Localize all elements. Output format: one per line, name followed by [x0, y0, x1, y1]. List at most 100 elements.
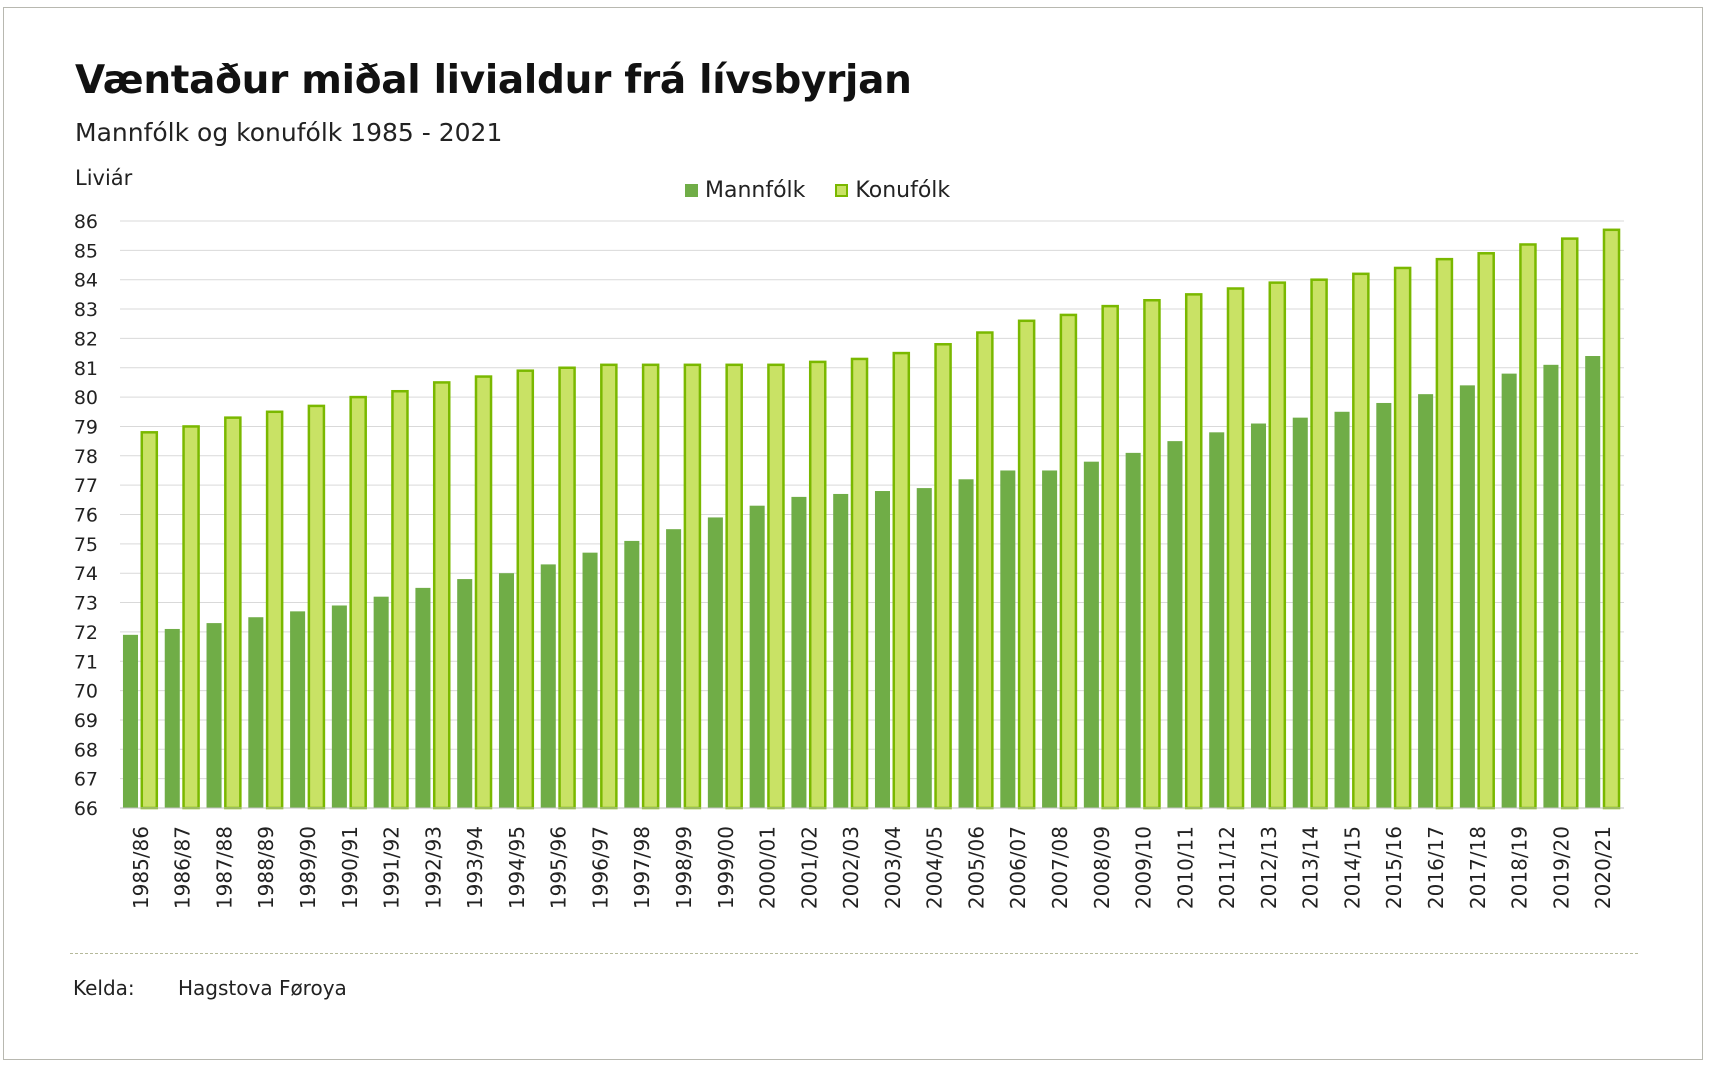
bar-women — [516, 369, 535, 810]
bar-women — [641, 363, 660, 810]
bar-men — [1083, 461, 1099, 808]
y-tick-label: 77 — [74, 475, 98, 497]
x-tick-label: 1989/90 — [296, 826, 320, 909]
x-tick-label: 2013/14 — [1299, 826, 1323, 909]
bar-men — [1585, 356, 1601, 808]
bar-women — [140, 431, 159, 810]
bar-women — [307, 404, 326, 810]
x-tick-label: 1988/89 — [254, 826, 278, 909]
bar-women — [349, 395, 367, 810]
x-tick-label: 1987/88 — [212, 826, 236, 909]
y-tick-label: 71 — [74, 651, 98, 673]
x-tick-label: 2004/05 — [923, 826, 947, 909]
bar-men — [1418, 394, 1434, 808]
x-tick-label: 2019/20 — [1549, 826, 1573, 909]
y-tick-label: 85 — [74, 240, 98, 262]
y-tick-label: 83 — [74, 299, 98, 321]
bar-women — [1393, 266, 1412, 810]
bar-women — [850, 357, 869, 810]
legend-swatch-women — [835, 184, 849, 197]
bar-women — [725, 363, 743, 810]
bar-men — [874, 491, 891, 808]
chart-subtitle: Mannfólk og konufólk 1985 - 2021 — [75, 118, 503, 147]
bar-women — [1268, 281, 1287, 810]
legend-item-women: Konufólk — [835, 178, 950, 203]
bar-men — [666, 529, 682, 808]
x-tick-label: 1986/87 — [171, 826, 195, 909]
y-axis-label: Liviár — [75, 166, 133, 190]
bar-women — [1143, 298, 1161, 810]
bar-men — [248, 617, 264, 808]
bar-women — [1184, 293, 1203, 810]
bar-men — [1292, 417, 1308, 808]
bar-men — [749, 505, 765, 808]
y-tick-label: 73 — [74, 593, 98, 615]
y-tick-label: 74 — [74, 563, 98, 585]
legend-item-men: Mannfólk — [685, 178, 805, 203]
x-tick-label: 2014/15 — [1340, 826, 1364, 909]
bar-men — [498, 573, 515, 808]
bar-men — [1543, 364, 1559, 808]
x-tick-label: 1993/94 — [463, 826, 487, 909]
x-tick-label: 2001/02 — [797, 826, 821, 909]
bar-women — [1519, 243, 1537, 810]
legend-label-women: Konufólk — [855, 178, 951, 203]
x-tick-label: 2018/19 — [1508, 826, 1532, 909]
bar-women — [600, 363, 618, 810]
x-tick-label: 2005/06 — [964, 826, 988, 909]
x-tick-label: 1994/95 — [505, 826, 529, 909]
bar-men — [1334, 411, 1350, 808]
y-tick-label: 75 — [74, 534, 98, 556]
bar-men — [1250, 423, 1267, 808]
x-tick-label: 2020/21 — [1591, 826, 1615, 909]
bar-women — [683, 363, 702, 810]
bar-women — [1352, 272, 1370, 810]
bar-women — [224, 416, 242, 810]
bar-women — [1435, 257, 1454, 810]
bar-men — [707, 517, 723, 808]
bar-men — [1000, 470, 1016, 808]
bar-women — [1477, 252, 1495, 810]
x-tick-label: 1996/97 — [588, 826, 612, 909]
legend-swatch-men — [685, 184, 698, 197]
x-tick-label: 1995/96 — [547, 826, 571, 909]
y-tick-label: 69 — [74, 710, 98, 732]
bar-women — [892, 351, 911, 810]
bar-men — [122, 634, 139, 808]
x-tick-label: 2000/01 — [756, 826, 780, 909]
x-tick-label: 1997/98 — [630, 826, 654, 909]
bar-men — [1125, 452, 1141, 808]
y-tick-label: 70 — [74, 681, 98, 703]
y-tick-label: 78 — [74, 446, 98, 468]
bar-men — [164, 628, 180, 808]
bar-women — [1226, 287, 1245, 810]
bar-men — [1209, 432, 1225, 808]
x-tick-label: 1990/91 — [338, 826, 362, 909]
x-tick-label: 1992/93 — [421, 826, 445, 909]
bar-women — [182, 425, 200, 810]
bar-women — [558, 366, 576, 810]
bar-men — [1042, 470, 1058, 808]
bar-women — [391, 389, 409, 810]
bar-men — [582, 552, 598, 808]
y-tick-label: 68 — [74, 739, 98, 761]
x-tick-label: 2009/10 — [1132, 826, 1156, 909]
bar-men — [1376, 402, 1392, 808]
y-tick-label: 79 — [74, 416, 98, 438]
bar-women — [976, 331, 994, 810]
x-tick-label: 1991/92 — [380, 826, 404, 909]
bar-women — [1059, 313, 1078, 810]
source-label: Kelda: — [73, 976, 135, 1000]
bar-women — [808, 360, 827, 810]
x-tick-label: 2003/04 — [881, 826, 905, 909]
bar-men — [958, 479, 974, 808]
x-tick-label: 2011/12 — [1215, 826, 1239, 909]
y-tick-label: 86 — [74, 211, 98, 233]
bar-women — [1017, 319, 1036, 810]
bar-women — [1602, 228, 1621, 810]
x-tick-label: 2008/09 — [1090, 826, 1114, 909]
y-tick-label: 84 — [74, 270, 98, 292]
x-tick-label: 1985/86 — [129, 826, 153, 909]
x-tick-label: 2017/18 — [1466, 826, 1490, 909]
